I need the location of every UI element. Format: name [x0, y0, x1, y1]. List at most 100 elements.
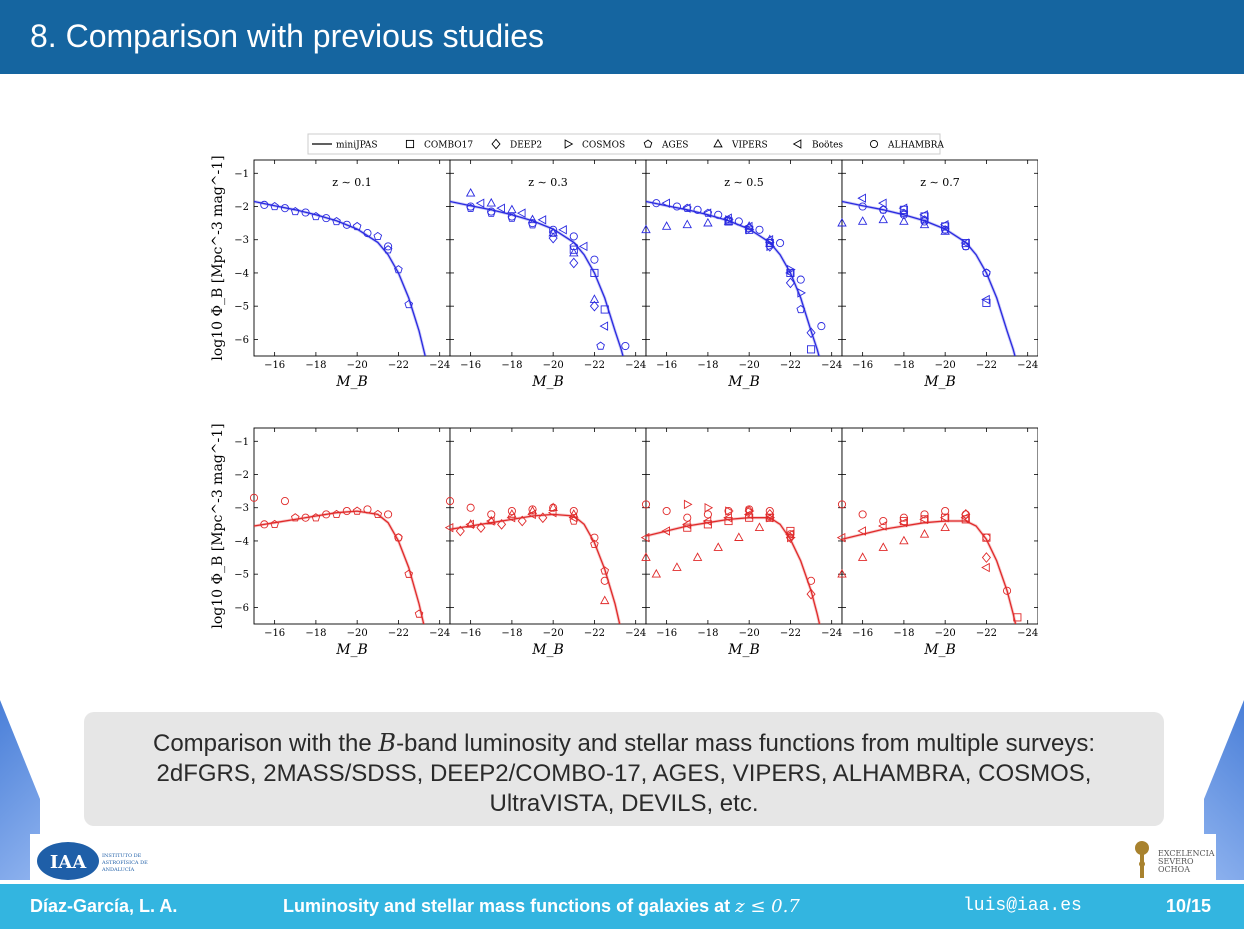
- x-tick-label-r1-p0-1: −18: [305, 628, 326, 639]
- point-r1-p2-square-3: [745, 513, 754, 522]
- point-r0-p0-circle-2: [301, 208, 310, 217]
- point-r1-p2-diamond-1: [765, 508, 775, 520]
- point-r1-p1-triangle-up-2: [507, 509, 517, 518]
- point-r0-p0-pentagon-0: [270, 201, 279, 211]
- point-r0-p1-pentagon-3: [528, 220, 537, 229]
- point-r0-p3-square-3: [961, 239, 970, 248]
- point-r1-p3-circle-8: [1003, 586, 1012, 595]
- panel-frame-r0-p3: [841, 159, 1039, 357]
- point-r0-p0-pentagon-3: [332, 216, 341, 226]
- x-tick-label-r1-p2-0: −16: [656, 628, 677, 639]
- point-r1-p3-triangle-left-1: [857, 526, 866, 536]
- legend-marker-diamond: [491, 138, 501, 150]
- footer-talk-title-math: z ≤ 0.7: [735, 896, 800, 917]
- point-r0-p3-circle-2: [899, 210, 908, 219]
- point-r1-p1-triangle-left-6: [568, 512, 578, 523]
- footer-email[interactable]: luis@iaa.es: [963, 896, 1082, 916]
- point-r1-p2-square-2: [724, 516, 733, 526]
- point-r0-p3-pentagon-1: [899, 208, 909, 217]
- point-r0-p1-triangle-left-6: [599, 321, 609, 331]
- severo-ochoa-line-3: OCHOA: [1158, 865, 1190, 874]
- point-r1-p3-circle-2: [879, 516, 888, 526]
- point-r1-p2-square-1: [703, 520, 712, 529]
- point-r1-p3-triangle-left-5: [939, 512, 949, 523]
- point-r0-p2-diamond-1: [785, 277, 795, 289]
- point-r0-p0-circle-6: [384, 242, 393, 251]
- curve-r1-p3: [842, 520, 1017, 624]
- footer-author: Díaz-García, L. A.: [30, 896, 178, 916]
- legend-marker-circle: [869, 139, 879, 149]
- caption-box: Comparison with the B-band luminosity an…: [84, 712, 1164, 826]
- point-r0-p1-pentagon-1: [486, 208, 496, 217]
- point-r1-p2-diamond-3: [806, 588, 816, 600]
- point-r1-p1-diamond-1: [476, 522, 486, 534]
- point-r0-p0-circle-1: [280, 204, 289, 213]
- point-r1-p1-triangle-up-6: [600, 595, 610, 605]
- point-r0-p2-triangle-left-1: [682, 203, 691, 213]
- point-r0-p2-circle-3: [714, 210, 723, 219]
- point-r1-p2-circle-0: [641, 500, 651, 509]
- point-r1-p2-triangle-up-3: [692, 552, 703, 561]
- point-r0-p1-pentagon-6: [596, 341, 605, 350]
- point-r0-p3-square-1: [920, 212, 929, 221]
- point-r1-p2-square-5: [786, 526, 795, 536]
- y-tick-label-r1-p0-0: −1: [234, 437, 249, 448]
- point-r1-p2-circle-6: [765, 507, 774, 516]
- point-r1-p3-square-2: [941, 513, 950, 522]
- point-r1-p1-triangle-up-3: [527, 505, 538, 515]
- x-tick-label-r1-p0-0: −16: [264, 628, 285, 639]
- point-r0-p3-triangle-up-5: [940, 226, 950, 235]
- x-tick-label-r1-p2-1: −18: [697, 628, 718, 639]
- point-r1-p1-diamond-2: [497, 518, 507, 530]
- point-r1-p2-triangle-right-1: [704, 503, 714, 513]
- point-r0-p0-pentagon-7: [394, 265, 403, 274]
- legend-label-5: VIPERS: [731, 141, 768, 151]
- point-r0-p1-square-2: [600, 305, 609, 314]
- point-r1-p2-triangle-left-6: [764, 512, 774, 523]
- point-r1-p0-circle-2: [280, 497, 289, 506]
- point-r0-p3-triangle-left-0: [857, 193, 866, 203]
- point-r0-p1-square-1: [590, 268, 599, 277]
- point-r0-p2-triangle-left-2: [702, 208, 712, 218]
- legend-label-1: COMBO17: [424, 141, 473, 151]
- x-tick-label-r0-p3-4: −24: [1017, 360, 1038, 371]
- point-r1-p3-triangle-left-2: [878, 521, 887, 531]
- figure-area: miniJPAS COMBO17 DEEP2 COSMOS AGES VIPERS Boöt…: [78, 80, 1039, 700]
- point-r0-p2-pentagon-3: [744, 223, 754, 232]
- point-r1-p1-circle-4: [528, 505, 537, 514]
- point-r0-p2-pentagon-2: [724, 215, 733, 224]
- x-tick-label-r0-p0-3: −22: [388, 360, 409, 371]
- panel-frame-r0-p0: [253, 159, 451, 357]
- point-r1-p0-circle-1: [260, 520, 269, 529]
- point-r1-p1-pentagon-1: [590, 539, 599, 548]
- point-r0-p1-triangle-up-6: [589, 294, 600, 303]
- point-r0-p1-pentagon-4: [548, 228, 558, 237]
- x-tick-label-r1-p0-2: −20: [347, 628, 368, 639]
- point-r1-p3-triangle-up-5: [940, 522, 950, 531]
- legend-box: [307, 133, 941, 155]
- point-r1-p3-square-5: [1013, 613, 1022, 622]
- point-r0-p1-circle-5: [569, 232, 578, 241]
- point-r0-p2-circle-6: [776, 239, 785, 248]
- point-r1-p0-pentagon-8: [414, 609, 424, 618]
- point-r0-p2-circle-2: [693, 205, 702, 214]
- x-tick-label-r0-p0-0: −16: [264, 360, 285, 371]
- x-tick-label-r0-p3-1: −18: [893, 360, 914, 371]
- point-r0-p3-triangle-up-4: [919, 219, 930, 229]
- x-tick-label-r0-p2-2: −20: [739, 360, 760, 371]
- point-r0-p0-pentagon-2: [311, 211, 321, 221]
- point-r1-p3-square-0: [899, 516, 908, 526]
- point-r0-p3-triangle-up-1: [857, 216, 868, 225]
- point-r0-p2-circle-7: [796, 275, 805, 284]
- point-r0-p1-triangle-left-0: [475, 198, 485, 208]
- logo-band: IAA INSTITUTO DE ASTROFÍSICA DE ANDALUCÍ…: [30, 834, 1216, 886]
- point-r0-p2-circle-8: [817, 322, 826, 331]
- point-r0-p2-square-0: [724, 217, 733, 226]
- point-r1-p0-pentagon-2: [311, 513, 321, 522]
- point-r1-p2-triangle-up-5: [734, 532, 744, 541]
- point-r0-p0-pentagon-6: [383, 245, 393, 254]
- point-r1-p2-circle-1: [662, 507, 671, 516]
- point-r1-p3-square-1: [920, 515, 929, 524]
- point-r0-p2-circle-4: [734, 217, 743, 226]
- x-axis-label-r1-p3: M_B: [923, 642, 956, 658]
